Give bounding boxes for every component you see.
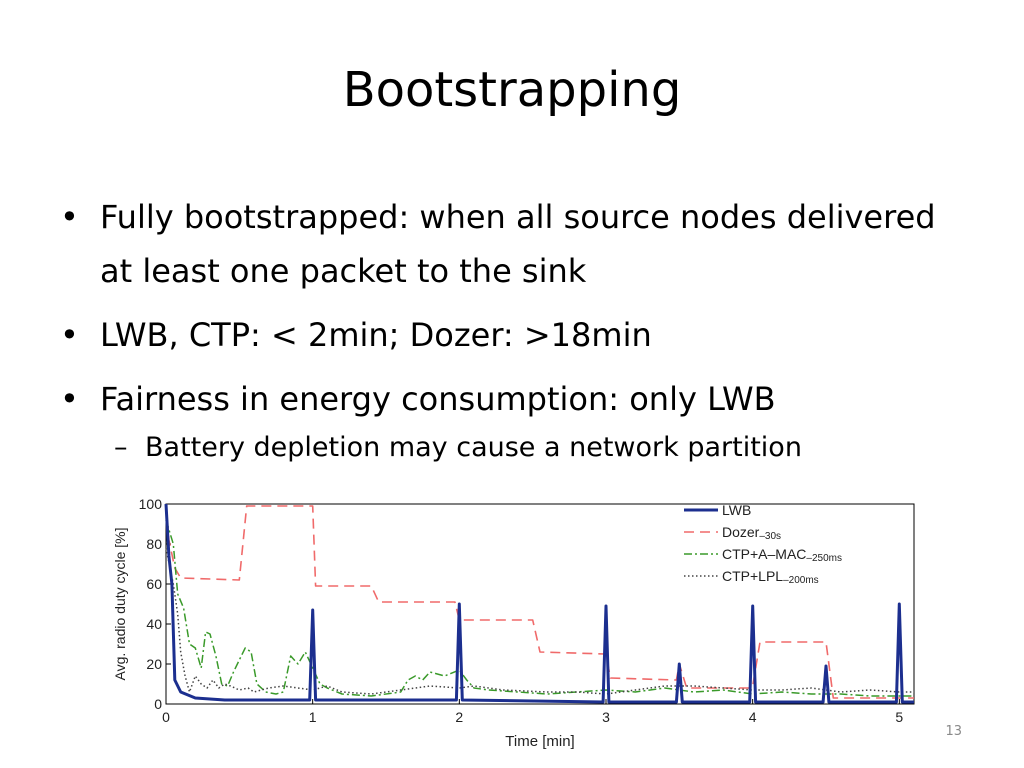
series-layer <box>164 503 914 704</box>
slide-title: Bootstrapping <box>342 62 682 118</box>
y-tick-label: 40 <box>146 616 162 632</box>
y-tick-label: 60 <box>146 576 162 592</box>
legend-label: CTP+LPL–200ms <box>722 568 819 586</box>
chart-legend: LWB Dozer–30s CTP+A–MAC–250ms CTP+LPL–200ms <box>684 502 842 586</box>
x-axis-ticks: 0 1 2 3 4 5 <box>162 699 903 725</box>
sub-bullet-item: – Battery depletion may cause a network … <box>60 428 960 468</box>
bullet-item: • LWB, CTP: < 2min; Dozer: >18min <box>60 308 960 362</box>
series-line-lwb <box>164 503 914 704</box>
legend-label: CTP+A–MAC–250ms <box>722 546 842 564</box>
y-tick-label: 20 <box>146 656 162 672</box>
bullet-item: • Fully bootstrapped: when all source no… <box>60 190 960 298</box>
sub-bullet-marker: – <box>114 432 128 463</box>
bullet-marker: • <box>60 316 79 354</box>
plot-area-frame <box>165 503 915 705</box>
x-tick-label: 3 <box>602 709 610 725</box>
series-line-ctp-lpl <box>165 547 914 695</box>
bullet-list: • Fully bootstrapped: when all source no… <box>60 190 960 468</box>
x-tick-label: 5 <box>895 709 903 725</box>
bullet-item: • Fairness in energy consumption: only L… <box>60 372 960 426</box>
y-axis-label: Avg. radio duty cycle [%] <box>112 527 128 680</box>
x-tick-label: 2 <box>455 709 463 725</box>
y-tick-label: 80 <box>146 536 162 552</box>
bullet-text: Fully bootstrapped: when all source node… <box>100 198 936 290</box>
y-axis-ticks: 0 20 40 60 80 100 <box>139 496 171 712</box>
x-tick-label: 1 <box>309 709 317 725</box>
legend-label: Dozer–30s <box>722 524 781 542</box>
x-tick-label: 4 <box>749 709 757 725</box>
sub-bullet-text: Battery depletion may cause a network pa… <box>145 432 802 463</box>
x-axis-label: Time [min] <box>505 733 574 750</box>
series-line-ctp-a-mac <box>165 519 914 697</box>
page-number: 13 <box>945 724 962 739</box>
bullet-text: LWB, CTP: < 2min; Dozer: >18min <box>100 316 652 354</box>
x-tick-label: 0 <box>162 709 170 725</box>
y-tick-label: 100 <box>139 496 163 512</box>
legend-label: LWB <box>722 502 751 518</box>
series-line-dozer <box>165 503 914 699</box>
bullet-text: Fairness in energy consumption: only LWB <box>100 380 776 418</box>
bullet-marker: • <box>60 380 79 418</box>
duty-cycle-chart: 0 20 40 60 80 100 0 1 2 3 4 5 LWB Dozer–30s CTP+A–MA… <box>112 496 915 750</box>
bullet-marker: • <box>60 198 79 236</box>
y-tick-label: 0 <box>154 696 162 712</box>
